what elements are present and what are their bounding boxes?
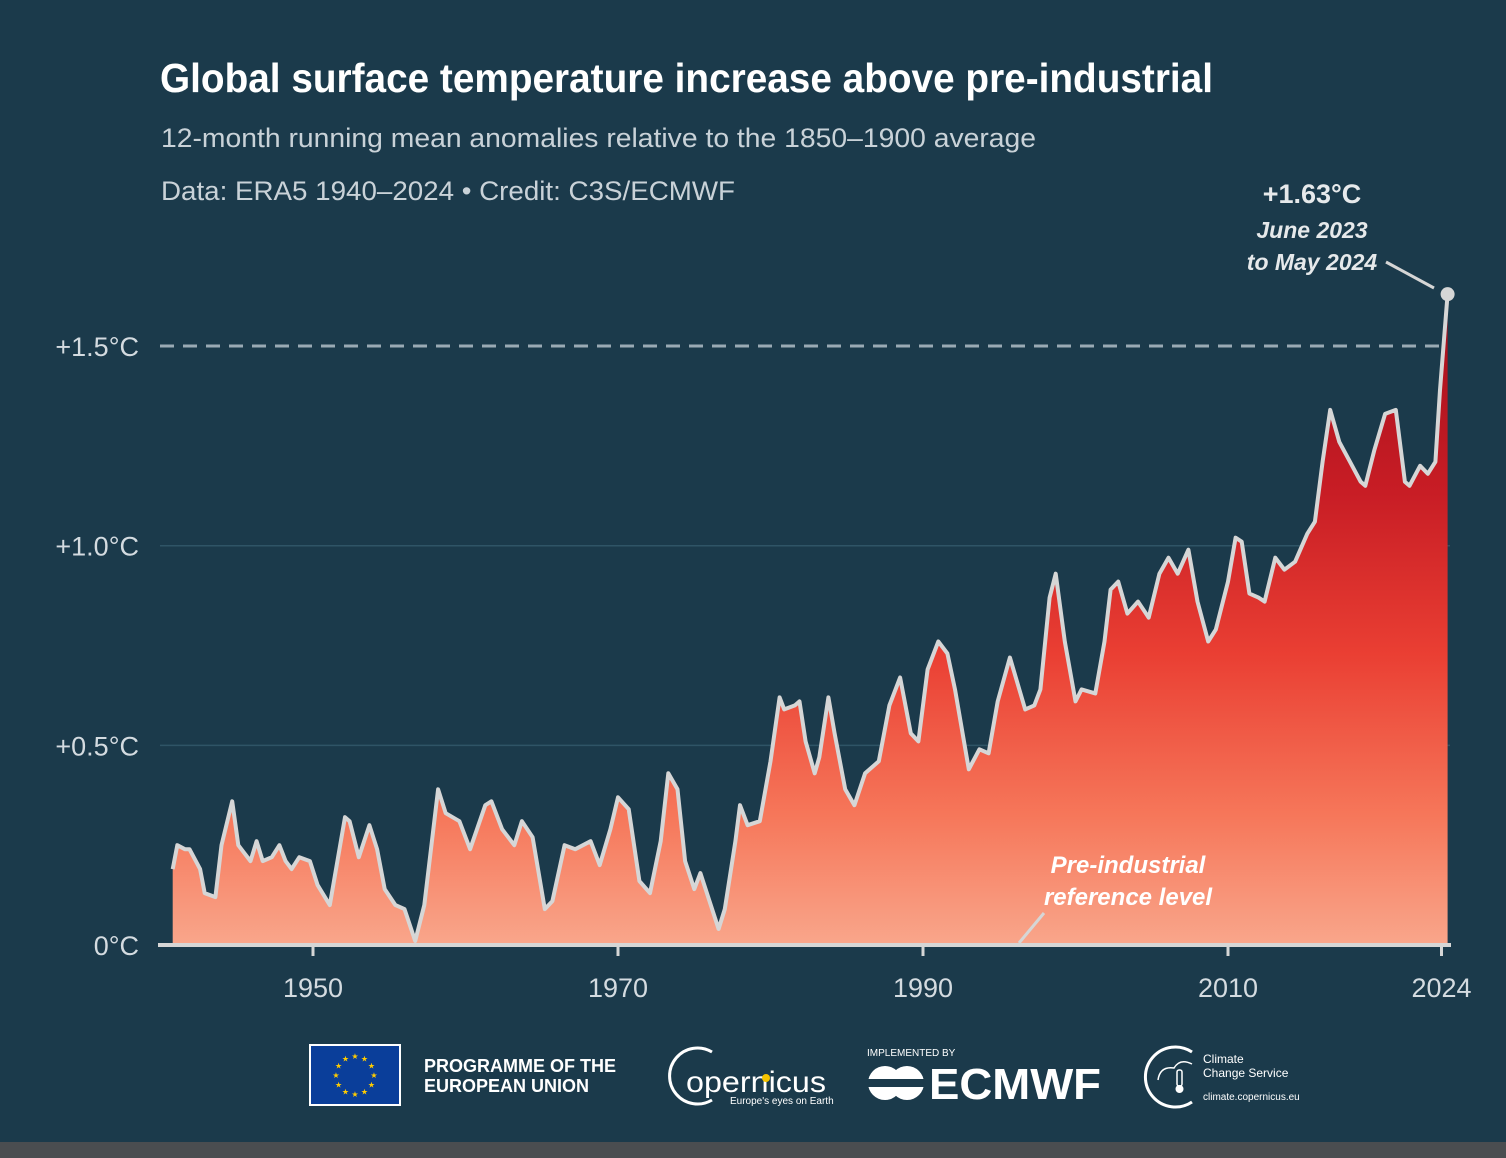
c3s-line1: Climate — [1203, 1052, 1244, 1066]
y-tick-label: +1.5°C — [55, 332, 139, 362]
ecmwf-wordmark: ECMWF — [929, 1060, 1101, 1109]
c3s-logo: Climate Change Service climate.copernicu… — [1143, 1045, 1300, 1109]
chart-subtitle: 12-month running mean anomalies relative… — [161, 123, 1036, 153]
latest-period-line1: June 2023 — [1256, 217, 1367, 243]
reference-label-line2: reference level — [1044, 884, 1213, 911]
reference-label-line1: Pre-industrial — [1051, 852, 1207, 879]
eu-logo: ★ ★★★★★★★★★★★ PROGRAMME OF THE EUROPEAN U… — [309, 1044, 616, 1106]
copernicus-wordmark: opernicus — [686, 1066, 826, 1099]
eu-star-icon: ★ — [368, 1081, 375, 1090]
ecmwf-logo: IMPLEMENTED BY ECMWF — [866, 1048, 1101, 1109]
x-tick-label: 2024 — [1411, 973, 1471, 1003]
x-axis: 1950 1970 1990 2010 2024 — [283, 945, 1472, 1003]
bottom-strip — [0, 1142, 1506, 1158]
chart-title: Global surface temperature increase abov… — [160, 55, 1213, 101]
anomaly-line — [170, 293, 1450, 943]
eu-star-icon: ★ — [361, 1055, 368, 1064]
reference-label-leader — [1017, 912, 1046, 944]
eu-line1: PROGRAMME OF THE — [424, 1056, 616, 1076]
copernicus-dot-icon — [762, 1074, 770, 1082]
eu-star-icon: ★ — [351, 1052, 358, 1061]
x-tick-label: 1990 — [893, 973, 953, 1003]
latest-annotation-leader — [1385, 260, 1435, 290]
eu-star-icon: ★ — [335, 1081, 342, 1090]
eu-star-icon: ★ — [351, 1090, 358, 1099]
y-axis: 0°C +0.5°C +1.0°C +1.5°C — [55, 332, 139, 961]
y-tick-label: +0.5°C — [55, 731, 139, 761]
copernicus-tagline: Europe's eyes on Earth — [730, 1096, 834, 1107]
eu-star-icon: ★ — [332, 1071, 339, 1080]
latest-value-label: +1.63°C — [1263, 179, 1362, 209]
latest-value-marker — [1440, 287, 1455, 302]
copernicus-arc-icon — [668, 1046, 713, 1106]
anomaly-area — [172, 294, 1448, 946]
eu-star-icon: ★ — [335, 1062, 342, 1071]
latest-period-line2: to May 2024 — [1247, 249, 1378, 275]
copernicus-logo: opernicus Europe's eyes on Earth — [668, 1046, 834, 1107]
y-tick-label: +1.0°C — [55, 532, 139, 562]
x-tick-label: 1970 — [588, 973, 648, 1003]
x-tick-label: 2010 — [1198, 973, 1258, 1003]
eu-star-icon: ★ — [361, 1087, 368, 1096]
c3s-line2: Change Service — [1203, 1066, 1289, 1080]
thermometer-icon — [1175, 1069, 1184, 1093]
y-tick-label: 0°C — [94, 931, 139, 961]
eu-line2: EUROPEAN UNION — [424, 1076, 589, 1096]
chart-credit: Data: ERA5 1940–2024 • Credit: C3S/ECMWF — [161, 176, 735, 206]
c3s-arc-icon — [1143, 1045, 1193, 1109]
eu-star-icon: ★ — [370, 1071, 377, 1080]
eu-star-icon: ★ — [368, 1062, 375, 1071]
ecmwf-symbol-icon — [866, 1066, 924, 1100]
cloud-icon — [1157, 1061, 1193, 1081]
eu-stars-icon: ★ ★★★★★★★★★★★ — [332, 1052, 377, 1099]
ecmwf-caption: IMPLEMENTED BY — [867, 1048, 956, 1059]
eu-flag-icon — [309, 1044, 401, 1106]
x-tick-label: 1950 — [283, 973, 343, 1003]
eu-star-icon: ★ — [342, 1055, 349, 1064]
eu-star-icon: ★ — [342, 1087, 349, 1096]
c3s-url: climate.copernicus.eu — [1203, 1092, 1300, 1103]
